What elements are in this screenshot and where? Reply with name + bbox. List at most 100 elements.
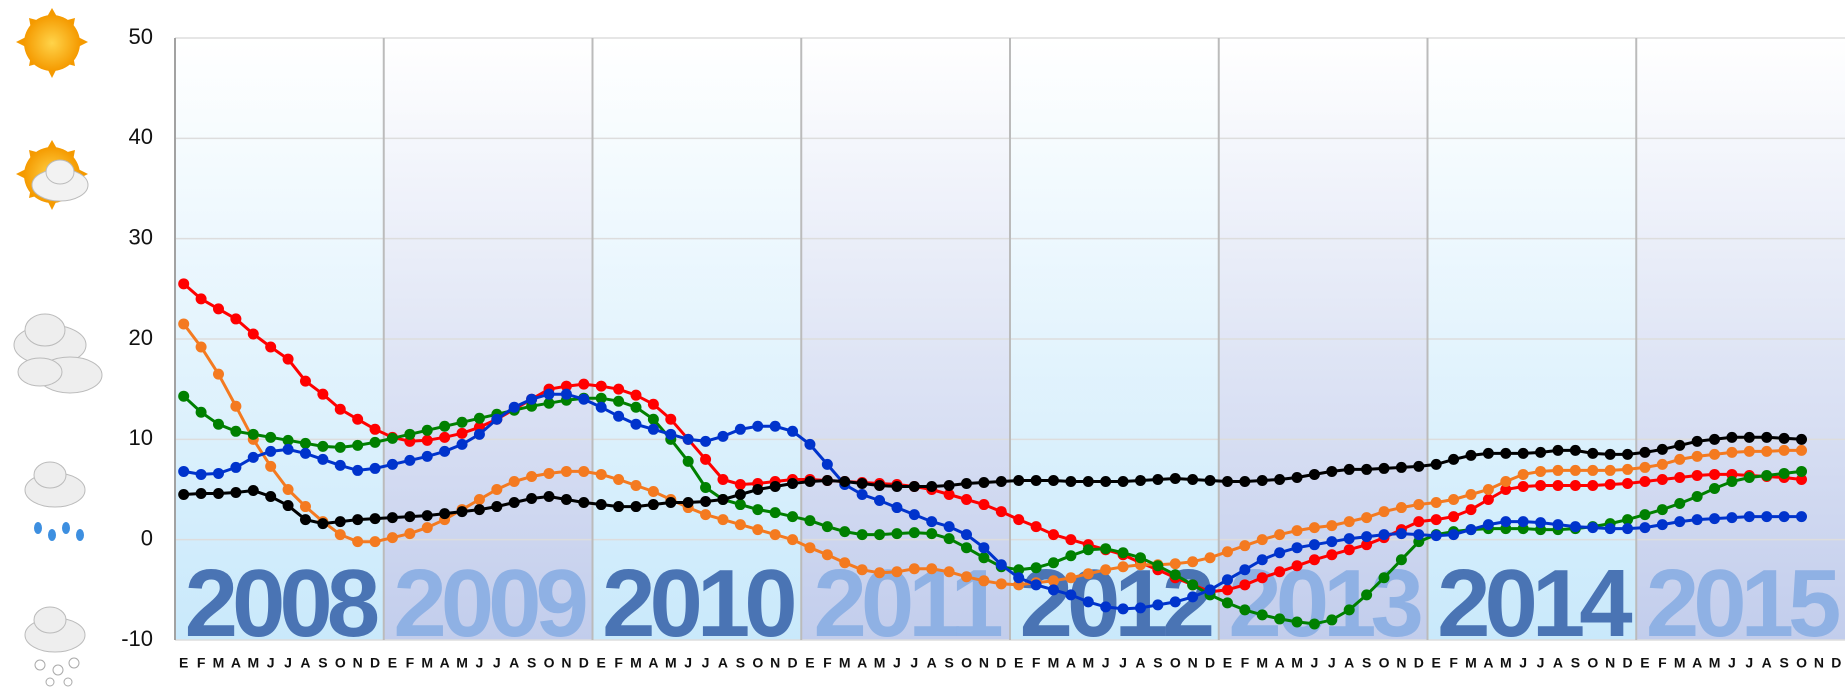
data-point — [230, 400, 242, 412]
x-tick-label: S — [527, 655, 536, 671]
x-tick-label: A — [1275, 655, 1285, 671]
data-point — [926, 563, 938, 575]
data-point — [1361, 589, 1373, 601]
data-point — [1569, 444, 1581, 456]
x-tick-label: M — [1082, 655, 1094, 671]
year-label: 2013 — [1228, 550, 1420, 657]
x-tick-label: D — [996, 655, 1006, 671]
data-point — [1691, 450, 1703, 462]
data-point — [769, 529, 781, 541]
data-point — [891, 480, 903, 492]
x-tick-label: E — [1432, 655, 1441, 671]
data-point — [1587, 479, 1599, 491]
data-point — [1187, 579, 1199, 591]
data-point — [1656, 443, 1668, 455]
data-point — [1134, 474, 1146, 486]
x-tick-label: S — [1362, 655, 1371, 671]
data-point — [1465, 449, 1477, 461]
data-point — [1761, 445, 1773, 457]
data-point — [647, 398, 659, 410]
data-point — [1604, 464, 1616, 476]
data-point — [1639, 461, 1651, 473]
data-point — [769, 420, 781, 432]
data-point — [578, 465, 590, 477]
data-point — [404, 511, 416, 523]
data-point — [839, 475, 851, 487]
data-point — [1413, 499, 1425, 511]
data-point — [265, 460, 277, 472]
data-point — [1065, 550, 1077, 562]
data-point — [265, 445, 277, 457]
data-point — [1378, 529, 1390, 541]
data-point — [1726, 446, 1738, 458]
data-point — [1726, 512, 1738, 524]
data-point — [178, 489, 190, 501]
data-point — [874, 529, 886, 541]
data-point — [1308, 554, 1320, 566]
data-point — [926, 480, 938, 492]
data-point — [1430, 530, 1442, 542]
data-point — [613, 473, 625, 485]
x-tick-label: J — [893, 655, 901, 671]
y-tick-label: 10 — [129, 425, 153, 450]
data-point — [1604, 478, 1616, 490]
x-tick-label: M — [1674, 655, 1686, 671]
data-point — [1691, 491, 1703, 503]
data-point — [369, 513, 381, 525]
x-tick-label: S — [944, 655, 953, 671]
series-line — [182, 282, 1802, 594]
data-point — [1343, 533, 1355, 545]
data-point — [1569, 479, 1581, 491]
x-tick-label: A — [718, 655, 728, 671]
data-point — [1082, 568, 1094, 580]
data-point — [1204, 584, 1216, 596]
x-tick-label: J — [1328, 655, 1336, 671]
data-point — [491, 484, 503, 495]
data-point — [578, 378, 590, 390]
data-point — [1448, 511, 1460, 523]
x-tick-label: N — [353, 655, 363, 671]
data-point — [491, 501, 503, 513]
data-point — [386, 512, 398, 524]
y-tick-label: 20 — [129, 325, 153, 350]
x-tick-label: D — [370, 655, 380, 671]
data-point — [404, 454, 416, 466]
x-tick-label: J — [493, 655, 501, 671]
data-point — [508, 497, 520, 509]
y-tick-label: -10 — [121, 626, 153, 651]
data-point — [1100, 543, 1112, 555]
data-point — [1743, 445, 1755, 457]
data-point — [1100, 564, 1112, 576]
data-point — [1013, 514, 1025, 526]
data-point — [265, 491, 277, 503]
data-point — [630, 418, 642, 430]
data-point — [212, 368, 224, 380]
x-tick-label: J — [910, 655, 918, 671]
data-point — [630, 401, 642, 413]
year-label: 2012 — [1020, 550, 1212, 657]
data-point — [1221, 584, 1233, 596]
x-tick-label: N — [1605, 655, 1615, 671]
data-point — [560, 380, 572, 392]
data-point — [752, 504, 764, 516]
data-point — [334, 403, 346, 415]
data-point — [1343, 604, 1355, 616]
data-point — [1552, 519, 1564, 531]
data-point — [995, 559, 1007, 571]
data-point — [1326, 465, 1338, 477]
x-tick-label: S — [1153, 655, 1162, 671]
data-point — [943, 566, 955, 578]
data-point — [1030, 474, 1042, 486]
data-point — [804, 475, 816, 487]
data-point — [299, 501, 311, 513]
x-tick-label: N — [979, 655, 989, 671]
x-tick-label: M — [213, 655, 225, 671]
x-tick-label: J — [1119, 655, 1127, 671]
data-point — [1378, 462, 1390, 474]
data-point — [421, 424, 433, 436]
data-point — [595, 392, 607, 404]
data-point — [352, 439, 364, 451]
data-point — [1169, 569, 1181, 581]
data-point — [352, 536, 364, 548]
x-tick-label: O — [752, 655, 763, 671]
